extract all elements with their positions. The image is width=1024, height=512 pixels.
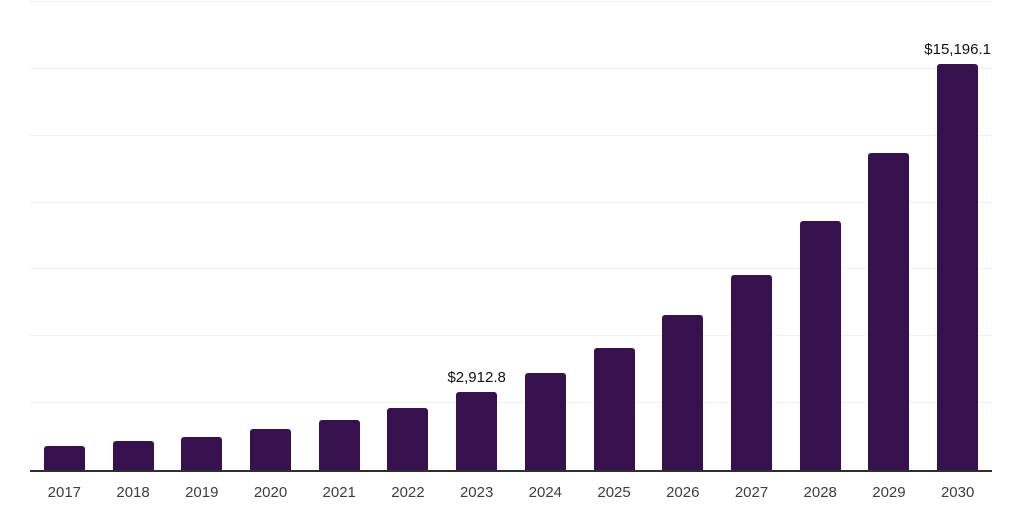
bar-2025 xyxy=(593,348,635,470)
gridline xyxy=(30,268,992,270)
gridline xyxy=(30,402,992,404)
bar-2017 xyxy=(43,445,85,470)
data-label-2023: $2,912.8 xyxy=(447,369,506,387)
x-tick-label-2022: 2022 xyxy=(391,484,425,501)
bar-2022 xyxy=(387,408,429,470)
x-tick-label-2029: 2029 xyxy=(872,484,906,501)
x-tick-label-2020: 2020 xyxy=(253,484,288,501)
x-tick-label-2023: 2023 xyxy=(459,484,494,501)
bar-2030 xyxy=(937,63,979,470)
plot-area: $2,912.8 $15,196.1 xyxy=(30,1,992,472)
x-tick-label-2025: 2025 xyxy=(597,484,631,501)
bar-2027 xyxy=(731,275,772,470)
bar-2018 xyxy=(112,441,154,470)
x-tick-label-2026: 2026 xyxy=(666,484,700,501)
x-tick-label-2027: 2027 xyxy=(734,484,769,501)
bar-2028 xyxy=(799,221,841,470)
bar-2024 xyxy=(524,372,566,470)
x-tick-label-2030: 2030 xyxy=(940,484,975,501)
gridline xyxy=(30,134,992,136)
x-axis-labels: 2017 2018 2019 2020 2021 2022 2023 2024 2025 2026… xyxy=(30,482,992,504)
x-tick-label-2019: 2019 xyxy=(185,484,219,501)
x-tick-label-2017: 2017 xyxy=(47,484,82,501)
bar-2029 xyxy=(868,152,910,470)
x-axis-line xyxy=(30,470,992,472)
gridline xyxy=(30,1,992,2)
x-tick-label-2018: 2018 xyxy=(116,484,150,501)
gridline xyxy=(30,67,992,69)
bar-2021 xyxy=(318,420,360,470)
bar-2020 xyxy=(250,429,291,470)
x-tick-label-2024: 2024 xyxy=(528,484,563,501)
gridline xyxy=(30,201,992,203)
bar-2026 xyxy=(662,314,704,470)
gridline xyxy=(30,335,992,337)
data-label-2030: $15,196.1 xyxy=(924,40,992,58)
x-tick-label-2028: 2028 xyxy=(803,484,837,501)
bar-2023 xyxy=(456,392,498,470)
x-tick-label-2021: 2021 xyxy=(322,484,356,501)
bar-2019 xyxy=(181,436,223,470)
